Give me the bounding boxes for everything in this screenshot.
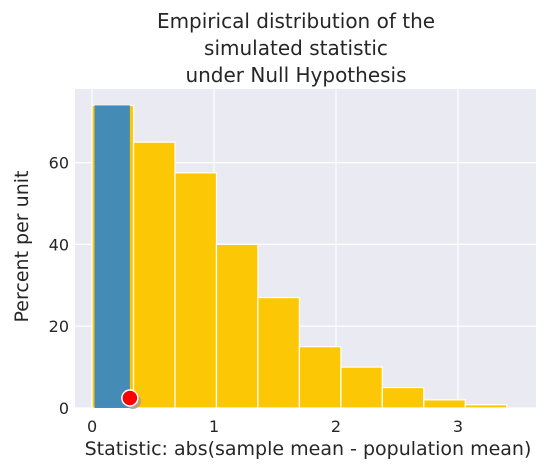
chart-title: Empirical distribution of the simulated s… [157, 9, 435, 87]
chart-title-line: simulated statistic [204, 36, 388, 60]
x-axis-ticks: 0 1 2 3 [87, 417, 463, 436]
overlay-bar [94, 105, 130, 408]
histogram-bar [298, 346, 342, 409]
histogram-bar [132, 141, 176, 409]
histogram-bar [215, 243, 259, 409]
histogram-bar [464, 404, 508, 409]
y-tick-label: 0 [59, 399, 69, 418]
y-axis-ticks: 0 20 40 60 [49, 154, 69, 418]
y-tick-label: 20 [49, 317, 69, 336]
x-tick-label: 2 [331, 417, 341, 436]
y-tick-label: 40 [49, 235, 69, 254]
histogram-bar [381, 386, 425, 409]
chart-title-line: Empirical distribution of the [157, 9, 435, 33]
overlay-bar-group [94, 105, 130, 408]
histogram-bar [423, 399, 466, 409]
observed-statistic-marker [121, 389, 139, 407]
observed-statistic-group [121, 389, 141, 409]
x-tick-label: 1 [209, 417, 219, 436]
y-axis-label: Percent per unit [11, 171, 33, 323]
x-tick-label: 3 [453, 417, 463, 436]
x-tick-label: 0 [87, 417, 97, 436]
histogram-bar [257, 296, 301, 409]
histogram-bar [340, 366, 383, 409]
y-tick-label: 60 [49, 154, 69, 173]
chart-title-line: under Null Hypothesis [185, 63, 406, 87]
histogram-bar [174, 172, 218, 409]
x-axis-label: Statistic: abs(sample mean - population … [85, 438, 532, 460]
